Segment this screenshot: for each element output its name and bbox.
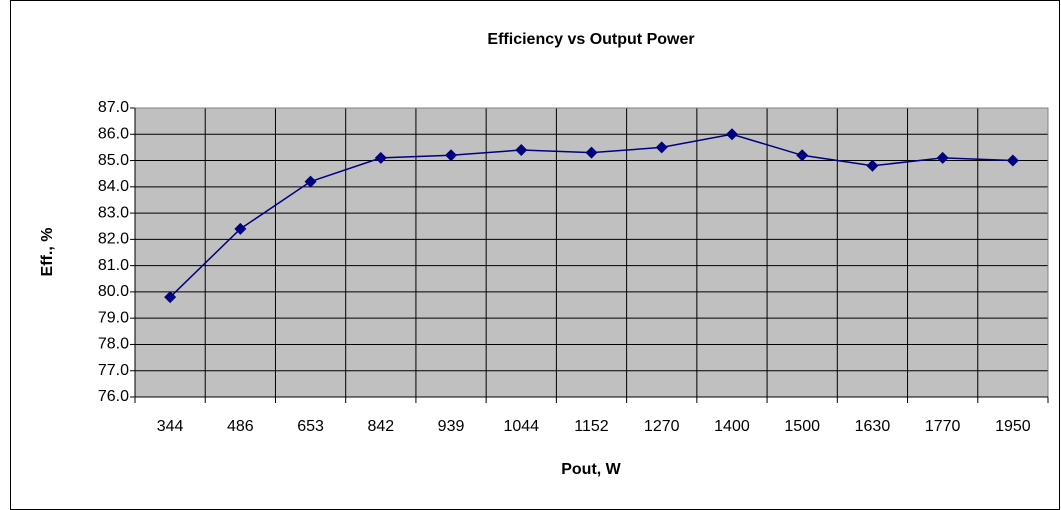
- marker: [866, 159, 879, 172]
- y-tick-label: 87.0: [98, 99, 129, 116]
- x-tick-label: 1630: [855, 418, 891, 435]
- y-tick-label: 76.0: [98, 388, 129, 405]
- y-tick-label: 78.0: [98, 336, 129, 353]
- marker: [655, 141, 668, 154]
- y-tick-label: 86.0: [98, 125, 129, 142]
- y-tick-label: 79.0: [98, 309, 129, 326]
- y-tick-label: 85.0: [98, 152, 129, 169]
- y-tick-label: 77.0: [98, 362, 129, 379]
- y-tick-label: 82.0: [98, 231, 129, 248]
- marker: [515, 144, 528, 157]
- marker: [164, 291, 177, 304]
- x-tick-label: 1152: [574, 418, 609, 435]
- marker: [304, 175, 317, 188]
- x-tick-label: 1500: [784, 418, 820, 435]
- y-tick-label: 84.0: [98, 178, 129, 195]
- marker: [1006, 154, 1019, 167]
- x-tick-label: 653: [297, 418, 324, 435]
- x-tick-label: 1044: [503, 418, 539, 435]
- y-tick-label: 80.0: [98, 283, 129, 300]
- x-axis-label: Pout, W: [561, 461, 621, 478]
- y-tick-label: 83.0: [98, 204, 129, 221]
- x-tick-label: 1270: [644, 418, 680, 435]
- chart-title: Efficiency vs Output Power: [487, 31, 694, 48]
- marker: [445, 149, 458, 162]
- marker: [796, 149, 809, 162]
- x-tick-label: 344: [157, 418, 184, 435]
- x-tick-label: 1770: [925, 418, 961, 435]
- marker: [936, 151, 949, 164]
- x-tick-label: 1400: [714, 418, 750, 435]
- marker: [374, 151, 387, 164]
- marker: [585, 146, 598, 159]
- x-tick-label: 1950: [995, 418, 1031, 435]
- y-axis-label: Eff., %: [39, 228, 56, 277]
- marker: [234, 222, 247, 235]
- x-tick-label: 939: [438, 418, 465, 435]
- x-tick-label: 486: [227, 418, 254, 435]
- marker: [725, 128, 738, 141]
- y-tick-label: 81.0: [98, 257, 129, 274]
- x-tick-label: 842: [367, 418, 394, 435]
